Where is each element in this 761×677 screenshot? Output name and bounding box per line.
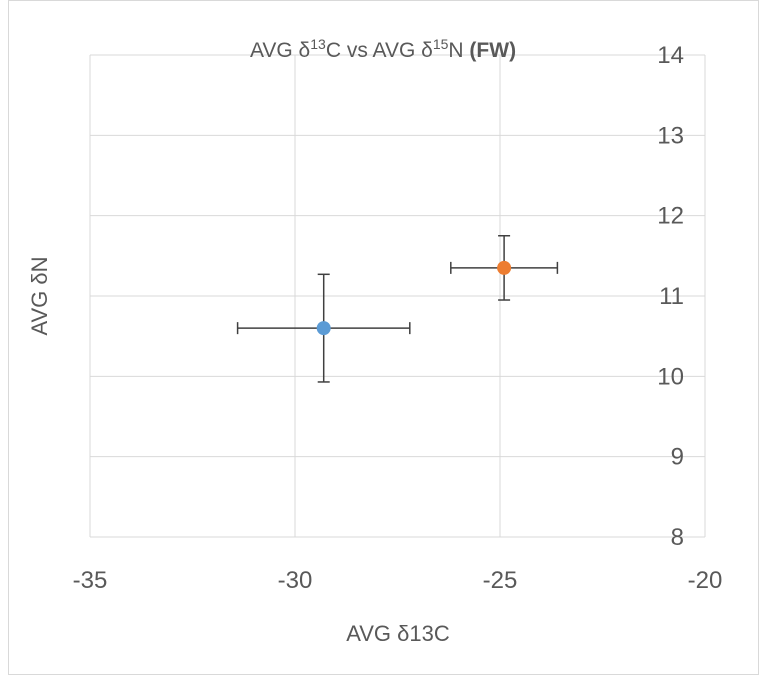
y-tick-label: 8 (671, 524, 684, 551)
x-tick-labels: -35 -30 -25 -20 (73, 567, 723, 594)
x-tick-label: -35 (73, 567, 108, 594)
x-tick-label: -30 (278, 567, 313, 594)
y-tick-label: 13 (657, 122, 684, 149)
y-axis-title: AVG δN (27, 256, 52, 335)
data-points (236, 235, 559, 383)
x-tick-label: -20 (688, 567, 723, 594)
y-tick-label: 9 (671, 444, 684, 471)
data-point (497, 260, 512, 275)
x-axis-title: AVG δ13C (346, 621, 450, 646)
gridlines (89, 54, 706, 538)
y-tick-label: 11 (659, 283, 684, 310)
chart-frame (8, 0, 759, 675)
y-tick-label: 10 (657, 363, 684, 390)
y-tick-label: 14 (657, 42, 684, 69)
chart-title: AVG δ13C vs AVG δ15N (FW) (250, 36, 516, 62)
data-point (316, 321, 331, 336)
y-tick-labels: 8 9 10 11 12 13 14 (657, 42, 684, 551)
y-tick-label: 12 (657, 203, 684, 230)
x-tick-label: -25 (483, 567, 518, 594)
